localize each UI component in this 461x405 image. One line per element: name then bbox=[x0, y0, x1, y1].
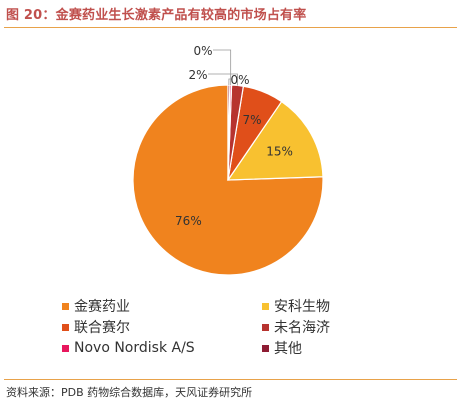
legend-swatch bbox=[262, 323, 269, 331]
slice-label: 0% bbox=[230, 73, 249, 87]
bottom-divider bbox=[4, 379, 457, 380]
legend-label: Novo Nordisk A/S bbox=[74, 340, 195, 356]
legend-item: 联合赛尔 bbox=[62, 317, 130, 337]
figure-title: 图 20：金赛药业生长激素产品有较高的市场占有率 bbox=[6, 8, 307, 23]
legend-item: 金赛药业 bbox=[62, 296, 130, 316]
legend-swatch bbox=[262, 344, 269, 352]
legend-item: 未名海济 bbox=[262, 317, 330, 337]
label-leader-line bbox=[213, 49, 232, 86]
source-note: 资料来源：PDB 药物综合数据库，天风证券研究所 bbox=[6, 386, 253, 399]
slice-label: 7% bbox=[242, 113, 261, 127]
legend-label: 未名海济 bbox=[274, 320, 330, 336]
legend-label: 安科生物 bbox=[274, 299, 330, 315]
legend-swatch bbox=[62, 344, 69, 352]
top-divider bbox=[4, 27, 457, 28]
legend-item: Novo Nordisk A/S bbox=[62, 338, 195, 358]
legend-swatch bbox=[262, 302, 269, 310]
label-leader-line bbox=[228, 78, 232, 86]
legend-swatch bbox=[62, 302, 69, 310]
slice-label: 76% bbox=[175, 214, 202, 228]
legend-swatch bbox=[62, 323, 69, 331]
pie-slice bbox=[227, 84, 231, 181]
label-leader-line bbox=[208, 73, 238, 86]
legend-label: 金赛药业 bbox=[74, 299, 130, 315]
pie-slice bbox=[226, 100, 324, 181]
slice-label: 15% bbox=[266, 145, 293, 159]
legend-label: 联合赛尔 bbox=[74, 320, 130, 336]
pie-slice bbox=[132, 84, 324, 276]
slice-label: 2% bbox=[188, 68, 207, 82]
slice-label: 0% bbox=[193, 44, 212, 58]
legend-item: 安科生物 bbox=[262, 296, 330, 316]
legend-item: 其他 bbox=[262, 338, 302, 358]
legend-label: 其他 bbox=[274, 341, 302, 357]
